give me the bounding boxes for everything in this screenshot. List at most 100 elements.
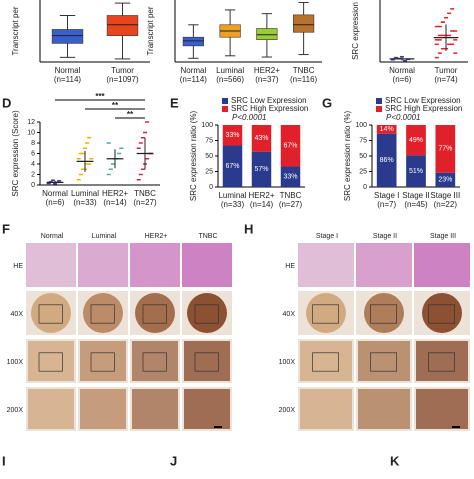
stain (300, 389, 352, 429)
y-tick-label: 12 (27, 119, 35, 126)
x-tick-label: (n=33) (73, 198, 97, 207)
x-tick-label: (n=114) (54, 75, 82, 84)
micrograph (414, 243, 470, 287)
row-label: 40X (11, 311, 24, 318)
panel-label: K (390, 453, 400, 468)
x-tick-label: (n=22) (434, 200, 458, 209)
x-tick-label: Normal (42, 189, 68, 198)
zoom-frame (312, 304, 339, 324)
x-tick-label: (n=116) (290, 75, 318, 84)
row-label: 100X (7, 359, 24, 366)
tissue-core (31, 293, 71, 333)
zoom-frame (370, 304, 397, 324)
stain (416, 389, 468, 429)
zoom-frame (38, 352, 63, 372)
box (293, 14, 315, 33)
micrograph (182, 243, 232, 287)
row-label: 40X (283, 311, 296, 318)
x-tick-label: Stage II (402, 191, 430, 200)
bar-segment (251, 125, 272, 152)
row-label: 200X (279, 407, 296, 414)
p-value: P<0.0001 (386, 113, 420, 122)
stain (300, 341, 352, 381)
row-label: HE (285, 263, 295, 270)
x-tick-label: Luminal (71, 189, 99, 198)
significance-label: ** (127, 110, 134, 119)
data-label: 49% (409, 137, 423, 144)
legend-swatch (222, 98, 228, 104)
box (182, 36, 204, 47)
y-axis-label: SRC expression (Score) (11, 110, 20, 197)
box (256, 28, 278, 40)
stain (28, 341, 74, 381)
data-label: 51% (409, 168, 423, 175)
micrograph (356, 243, 412, 287)
legend-label: SRC High Expression (385, 104, 462, 113)
box (106, 15, 139, 36)
column-label: Stage III (430, 233, 456, 240)
stain (28, 389, 74, 429)
y-tick-label: 8 (31, 140, 35, 147)
column-label: Stage II (373, 233, 397, 240)
x-tick-label: (n=74) (434, 75, 458, 84)
tissue-core (187, 293, 227, 333)
bar-segment (435, 125, 456, 173)
y-tick-label: 75 (359, 137, 367, 144)
stain (358, 389, 410, 429)
legend-swatch (376, 98, 382, 104)
x-tick-label: (n=37) (255, 75, 279, 84)
x-tick-label: (n=27) (133, 198, 157, 207)
legend-label: SRC High Expression (231, 104, 308, 113)
legend-swatch (376, 106, 382, 112)
panel-label: J (170, 453, 177, 468)
column-label: HER2+ (145, 233, 168, 240)
stain (132, 341, 178, 381)
x-tick-label: (n=14) (250, 200, 274, 209)
x-tick-label: HER2+ (254, 66, 280, 75)
data-label: 67% (283, 143, 297, 150)
panel-label: G (322, 95, 332, 110)
y-tick-label: 2 (31, 171, 35, 178)
y-axis-label: Transcript per (11, 6, 20, 55)
y-tick-label: 100 (201, 122, 213, 129)
x-tick-label: Stage III (430, 191, 460, 200)
x-tick-label: Normal (389, 66, 415, 75)
data-label: 43% (254, 135, 268, 142)
x-tick-label: (n=7) (377, 200, 396, 209)
data-label: 77% (438, 146, 452, 153)
x-tick-label: (n=27) (279, 200, 303, 209)
bar-segment (280, 166, 301, 187)
zoom-frame (428, 304, 455, 324)
box (51, 29, 84, 44)
stain (184, 341, 230, 381)
x-tick-label: (n=6) (393, 75, 412, 84)
x-tick-label: HER2+ (102, 189, 128, 198)
x-tick-label: (n=566) (216, 75, 244, 84)
x-tick-label: Luminal (216, 66, 244, 75)
y-tick-label: 100 (355, 122, 367, 129)
y-axis-label: SRC expression (351, 2, 360, 60)
y-tick-label: 0 (31, 182, 35, 189)
column-label: Normal (41, 233, 64, 240)
panel-label: I (2, 453, 6, 468)
bar-segment (222, 145, 243, 187)
zoom-frame (428, 352, 455, 372)
x-tick-label: (n=14) (103, 198, 127, 207)
x-tick-label: Stage I (374, 191, 399, 200)
y-tick-label: 4 (31, 161, 35, 168)
bar-segment (222, 125, 243, 146)
zoom-frame (90, 304, 115, 324)
y-tick-label: 25 (359, 168, 367, 175)
legend-swatch (222, 106, 228, 112)
data-label: 23% (438, 177, 452, 184)
micrograph (130, 243, 180, 287)
zoom-frame (38, 304, 63, 324)
y-axis-label: SRC expression ratio (%) (189, 111, 198, 202)
p-value: P<0.0001 (232, 113, 266, 122)
stain (80, 389, 126, 429)
column-label: TNBC (198, 233, 217, 240)
legend-label: SRC Low Expression (385, 96, 461, 105)
data-label: 86% (380, 157, 394, 164)
y-axis-label: Transcript per (146, 6, 155, 55)
